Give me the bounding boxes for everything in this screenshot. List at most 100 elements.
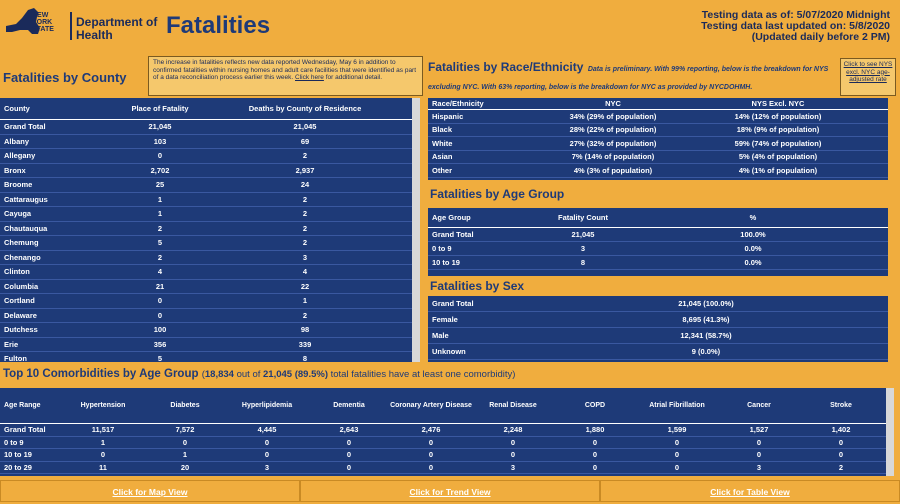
table-view-link[interactable]: Click for Table View <box>600 480 900 502</box>
table-row[interactable]: Chenango 2 3 <box>0 251 412 265</box>
sex-value: 12,341 (58.7%) <box>680 331 732 340</box>
comorbidities-table[interactable]: Age Range Hypertension Diabetes Hyperlipide… <box>0 388 886 476</box>
place-of-fatality-value: 4 <box>157 267 163 277</box>
comorbidity-value: 0 <box>674 437 680 447</box>
table-row[interactable]: Cortland 0 1 <box>0 294 412 309</box>
col-comorbidity[interactable]: Cancer <box>747 402 771 409</box>
comorbidity-value: 0 <box>346 450 352 460</box>
col-comorbidity[interactable]: Renal Disease <box>489 402 537 409</box>
comorbidities-scrollbar[interactable] <box>886 388 894 476</box>
sub-tail: total fatalities have at least one comor… <box>330 369 516 380</box>
table-row: 10 to 19 0 1 0 0 0 0 0 0 0 0 <box>0 449 886 462</box>
county-name: Broome <box>4 180 33 190</box>
table-row[interactable]: Chautauqua 2 2 <box>0 222 412 236</box>
table-row[interactable]: Fulton 5 8 <box>0 352 412 362</box>
place-of-fatality-value: 2 <box>157 223 163 233</box>
race-name: Asian <box>432 152 453 162</box>
sex-section-header: Fatalities by Sex <box>428 276 888 296</box>
county-name: Dutchess <box>4 325 38 335</box>
comorbidity-value: 2,248 <box>503 425 523 435</box>
col-place-of-fatality[interactable]: Place of Fatality <box>131 104 189 113</box>
comorbidity-value: 0 <box>756 437 762 447</box>
table-row[interactable]: Cattaraugus 1 2 <box>0 193 412 207</box>
col-comorbidity[interactable]: Age Range <box>4 402 41 409</box>
comorbidity-value: 0 <box>592 437 598 447</box>
table-row[interactable]: Broome 25 24 <box>0 178 412 193</box>
col-comorbidity[interactable]: Stroke <box>830 402 852 409</box>
age-range-name: 10 to 19 <box>4 450 32 460</box>
deaths-by-residence-value: 2 <box>302 194 308 204</box>
deaths-by-residence-value: 24 <box>300 180 310 190</box>
place-of-fatality-value: 25 <box>155 180 165 190</box>
table-row[interactable]: Dutchess 100 98 <box>0 323 412 338</box>
table-row[interactable]: Albany 103 69 <box>0 135 412 149</box>
table-row: 10 to 19 8 0.0% <box>428 256 888 270</box>
col-comorbidity[interactable]: Dementia <box>333 402 365 409</box>
col-comorbidity[interactable]: COPD <box>584 402 606 409</box>
race-name: Hispanic <box>432 111 464 121</box>
deaths-by-residence-value: 4 <box>302 267 308 277</box>
sex-rows: Grand Total 21,045 (100.0%) Female 8,695 (4… <box>428 296 888 360</box>
place-of-fatality-value: 21,045 <box>148 122 172 132</box>
comorbidity-value: 0 <box>428 437 434 447</box>
table-row[interactable]: Columbia 21 22 <box>0 280 412 294</box>
col-nyc: NYC <box>605 99 621 108</box>
table-row: Female 8,695 (41.3%) <box>428 312 888 328</box>
county-name: Bronx <box>4 165 26 175</box>
age-group-name: 10 to 19 <box>432 258 460 267</box>
age-adjusted-rate-link[interactable]: Click to see NYS excl. NYC age-adjusted … <box>840 58 896 96</box>
deaths-by-residence-value: 2 <box>302 223 308 233</box>
table-row: Hispanic 34% (29% of population) 14% (12% … <box>428 110 888 124</box>
col-comorbidity[interactable]: Diabetes <box>170 402 200 409</box>
race-excl-value: 18% (9% of population) <box>736 125 820 135</box>
col-comorbidity[interactable]: Coronary Artery Disease <box>390 402 472 409</box>
trend-view-link[interactable]: Click for Trend View <box>300 480 600 502</box>
table-row: Asian 7% (14% of population) 5% (4% of pop… <box>428 151 888 164</box>
county-name: Chenango <box>4 252 41 262</box>
table-row[interactable]: Clinton 4 4 <box>0 265 412 280</box>
table-row[interactable]: Erie 356 339 <box>0 338 412 352</box>
table-row[interactable]: Delaware 0 2 <box>0 309 412 323</box>
comorbidity-value: 0 <box>838 450 844 460</box>
comorbidity-value: 0 <box>510 437 516 447</box>
comorbidity-value: 0 <box>756 450 762 460</box>
comorbidity-value: 3 <box>756 462 762 472</box>
comorbidities-section-header: Top 10 Comorbidities by Age Group (18,83… <box>0 364 900 386</box>
comorbidity-value: 0 <box>182 437 188 447</box>
race-excl-value: 14% (12% of population) <box>734 111 822 121</box>
col-county[interactable]: County <box>4 104 30 113</box>
county-name: Cattaraugus <box>4 194 48 204</box>
comorbidity-value: 0 <box>592 450 598 460</box>
sex-name: Male <box>432 331 449 340</box>
county-rows: Grand Total 21,045 21,045 Albany 103 69 Allega… <box>0 120 412 362</box>
county-name: Chautauqua <box>4 223 48 233</box>
comorbidity-value: 1,599 <box>667 425 687 435</box>
col-comorbidity[interactable]: Atrial Fibrillation <box>649 402 705 409</box>
table-row[interactable]: Chemung 5 2 <box>0 236 412 251</box>
county-name: Grand Total <box>4 122 46 132</box>
col-comorbidity[interactable]: Hyperlipidemia <box>241 402 293 409</box>
age-rows: Grand Total 21,045 100.0% 0 to 9 3 0.0% 10 to … <box>428 228 888 270</box>
county-name: Fulton <box>4 354 27 362</box>
comorbidity-value: 0 <box>428 450 434 460</box>
table-row[interactable]: Cayuga 1 2 <box>0 207 412 222</box>
col-deaths-by-residence[interactable]: Deaths by County of Residence <box>248 104 362 113</box>
table-row[interactable]: Allegany 0 2 <box>0 149 412 164</box>
table-row[interactable]: Bronx 2,702 2,937 <box>0 164 412 178</box>
col-fatality-count: Fatality Count <box>558 213 608 222</box>
race-name: Black <box>432 125 453 135</box>
county-scrollbar[interactable] <box>412 98 420 362</box>
comorbidity-value: 0 <box>838 437 844 447</box>
table-row[interactable]: Grand Total 21,045 21,045 <box>0 120 412 135</box>
table-row: Grand Total 21,045 (100.0%) <box>428 296 888 312</box>
place-of-fatality-value: 5 <box>157 354 163 362</box>
county-note-link[interactable]: Click here <box>295 74 324 81</box>
age-count-value: 8 <box>580 258 586 267</box>
comorbidity-value: 1 <box>100 437 106 447</box>
comorbidity-value: 2,643 <box>339 425 359 435</box>
nys-doh-logo[interactable]: NEW YORK STATE Department of Health <box>2 4 157 44</box>
map-view-link[interactable]: Click for Map View <box>0 480 300 502</box>
col-comorbidity[interactable]: Hypertension <box>80 402 126 409</box>
county-table-header: County Place of Fatality Deaths by Count… <box>0 98 412 120</box>
county-table[interactable]: County Place of Fatality Deaths by Count… <box>0 98 412 362</box>
